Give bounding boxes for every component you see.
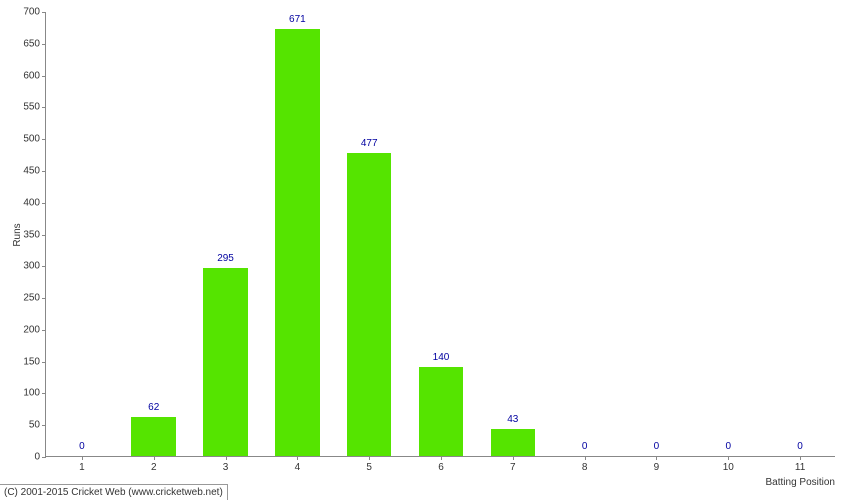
x-tick-label: 11 (795, 456, 805, 473)
x-tick-label: 10 (723, 456, 734, 473)
bar-value-label: 671 (289, 14, 306, 25)
x-tick-label: 4 (295, 456, 301, 473)
x-tick-label: 1 (79, 456, 85, 473)
y-tick-label: 550 (23, 102, 46, 113)
copyright-text: (C) 2001-2015 Cricket Web (www.cricketwe… (0, 484, 228, 500)
bar-value-label: 0 (654, 441, 660, 452)
y-tick-label: 400 (23, 197, 46, 208)
y-tick-label: 650 (23, 38, 46, 49)
bar-value-label: 43 (507, 414, 518, 425)
bar-value-label: 0 (582, 441, 588, 452)
bar (203, 268, 248, 456)
x-axis-label: Batting Position (766, 477, 836, 488)
y-tick-label: 600 (23, 70, 46, 81)
x-tick-label: 6 (438, 456, 444, 473)
bar-value-label: 62 (148, 402, 159, 413)
x-tick-label: 9 (654, 456, 660, 473)
bar-value-label: 0 (79, 441, 85, 452)
y-tick-label: 300 (23, 261, 46, 272)
y-tick-label: 0 (34, 452, 46, 463)
bar (275, 29, 320, 456)
bar (419, 367, 464, 456)
y-tick-label: 250 (23, 293, 46, 304)
chart-container: 0501001502002503003504004505005506006507… (0, 0, 850, 500)
y-tick-label: 450 (23, 165, 46, 176)
bar (131, 417, 176, 456)
x-tick-label: 7 (510, 456, 516, 473)
y-tick-label: 150 (23, 356, 46, 367)
bar-value-label: 477 (361, 138, 378, 149)
y-tick-label: 500 (23, 134, 46, 145)
y-axis-label: Runs (12, 223, 23, 246)
bar-value-label: 0 (797, 441, 803, 452)
y-tick-label: 50 (29, 420, 46, 431)
y-tick-label: 200 (23, 324, 46, 335)
x-tick-label: 5 (366, 456, 372, 473)
y-tick-label: 100 (23, 388, 46, 399)
bar-value-label: 0 (725, 441, 731, 452)
x-tick-label: 8 (582, 456, 588, 473)
plot-area: 0501001502002503003504004505005506006507… (45, 12, 835, 457)
bar-value-label: 140 (433, 352, 450, 363)
bar (347, 153, 392, 456)
bar-value-label: 295 (217, 253, 234, 264)
y-tick-label: 700 (23, 7, 46, 18)
x-tick-label: 3 (223, 456, 229, 473)
y-tick-label: 350 (23, 229, 46, 240)
x-tick-label: 2 (151, 456, 157, 473)
bar (491, 429, 536, 456)
